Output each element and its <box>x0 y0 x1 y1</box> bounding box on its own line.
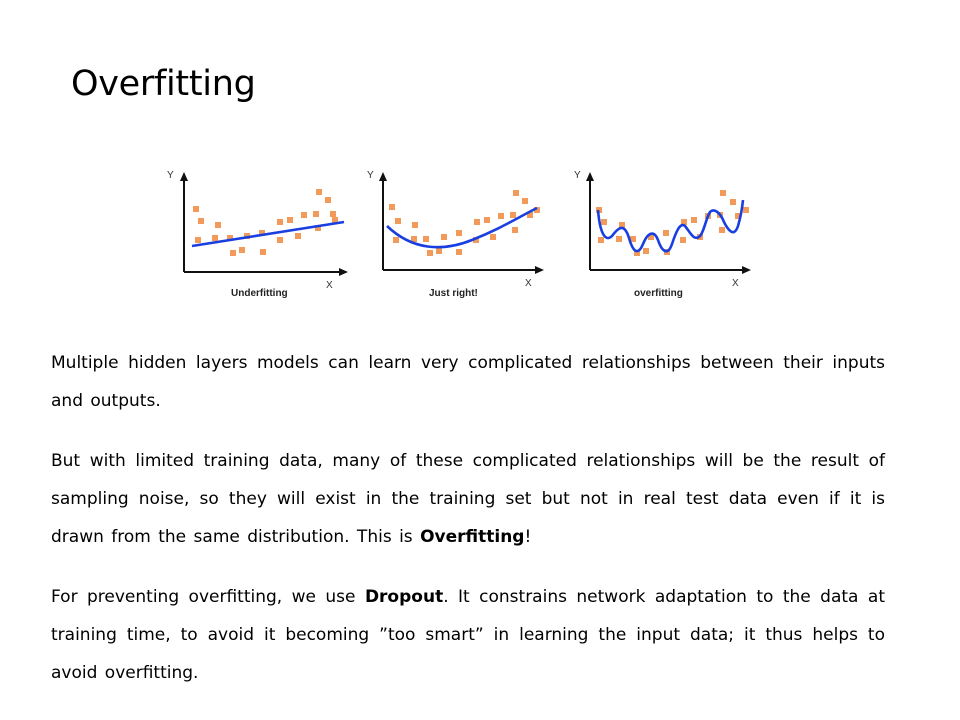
data-point <box>743 207 749 213</box>
overfitting-caption: overfitting <box>634 288 683 299</box>
data-point <box>411 236 417 242</box>
x-axis-arrow <box>742 266 751 274</box>
y-axis-arrow <box>180 172 188 181</box>
data-points <box>389 190 540 256</box>
data-point <box>393 237 399 243</box>
data-point <box>490 234 496 240</box>
data-point <box>260 249 266 255</box>
data-points <box>193 189 338 256</box>
data-point <box>436 248 442 254</box>
data-point <box>534 207 540 213</box>
fit-curve <box>191 220 345 248</box>
data-point <box>287 217 293 223</box>
data-point <box>325 197 331 203</box>
data-point <box>601 219 607 225</box>
data-point <box>277 219 283 225</box>
data-point <box>395 218 401 224</box>
body-text: Multiple hidden layers models can learn … <box>51 344 885 714</box>
data-point <box>441 234 447 240</box>
data-point <box>412 222 418 228</box>
data-point <box>259 230 265 236</box>
data-point <box>332 217 338 223</box>
underfitting-panel: Y X Underfitting <box>162 160 352 310</box>
paragraph: For preventing overfitting, we use Dropo… <box>51 578 885 692</box>
paragraph-text: Multiple hidden layers models can learn … <box>51 353 885 411</box>
data-point <box>195 237 201 243</box>
underfitting-plot: Y X <box>167 170 348 291</box>
overfitting-plot: Y X <box>574 170 751 289</box>
data-point <box>389 204 395 210</box>
paragraph-text: But with limited training data, many of … <box>51 451 885 547</box>
paragraph: But with limited training data, many of … <box>51 442 885 556</box>
data-point <box>212 235 218 241</box>
paragraph-text: . It constrains network adaptation to th… <box>51 587 885 683</box>
just-right-plot: Y X <box>367 170 544 289</box>
data-point <box>512 227 518 233</box>
x-axis-arrow <box>535 266 544 274</box>
y-axis-label: Y <box>367 170 374 181</box>
y-axis-label: Y <box>167 170 174 181</box>
data-point <box>227 235 233 241</box>
data-point <box>313 211 319 217</box>
data-point <box>681 219 687 225</box>
fitting-figure: Y X Underfitting Y <box>162 160 762 310</box>
underfitting-caption: Underfitting <box>231 288 288 299</box>
overfitting-panel: Y X overfitting <box>572 160 762 310</box>
just-right-panel: Y X Just right! <box>367 160 557 310</box>
data-point <box>498 213 504 219</box>
data-point <box>735 213 741 219</box>
fit-curve <box>596 199 745 253</box>
y-axis-label: Y <box>574 170 581 181</box>
data-point <box>315 225 321 231</box>
x-axis-label: X <box>525 278 532 289</box>
x-axis-label: X <box>732 278 739 289</box>
data-point <box>198 218 204 224</box>
data-point <box>330 211 336 217</box>
data-point <box>277 237 283 243</box>
data-point <box>598 237 604 243</box>
paragraph-text: For preventing overfitting, we use <box>51 587 365 607</box>
data-point <box>427 250 433 256</box>
data-point <box>510 212 516 218</box>
data-point <box>720 190 726 196</box>
data-point <box>691 217 697 223</box>
data-point <box>527 212 533 218</box>
x-axis-label: X <box>326 280 333 291</box>
slide-title: Overfitting <box>71 64 256 104</box>
fit-curve <box>386 206 538 249</box>
data-point <box>456 230 462 236</box>
data-point <box>630 236 636 242</box>
data-point <box>648 234 654 240</box>
data-point <box>215 222 221 228</box>
data-point <box>473 237 479 243</box>
data-point <box>484 217 490 223</box>
data-point <box>239 247 245 253</box>
data-point <box>301 212 307 218</box>
data-point <box>522 198 528 204</box>
data-point <box>619 222 625 228</box>
dropout-term: Dropout <box>364 587 444 607</box>
paragraph-text: ! <box>524 527 532 547</box>
data-point <box>423 236 429 242</box>
y-axis-arrow <box>379 172 387 181</box>
data-point <box>295 233 301 239</box>
data-point <box>730 199 736 205</box>
data-point <box>456 249 462 255</box>
data-point <box>634 250 640 256</box>
data-point <box>474 219 480 225</box>
data-point <box>230 250 236 256</box>
data-point <box>719 227 725 233</box>
x-axis-arrow <box>339 268 348 276</box>
data-point <box>513 190 519 196</box>
y-axis-arrow <box>586 172 594 181</box>
data-point <box>316 189 322 195</box>
data-point <box>193 206 199 212</box>
data-point <box>643 248 649 254</box>
just-right-caption: Just right! <box>429 288 478 299</box>
overfitting-term: Overfitting <box>420 527 525 547</box>
paragraph: Multiple hidden layers models can learn … <box>51 344 885 420</box>
data-point <box>616 236 622 242</box>
data-point <box>663 230 669 236</box>
data-point <box>680 237 686 243</box>
